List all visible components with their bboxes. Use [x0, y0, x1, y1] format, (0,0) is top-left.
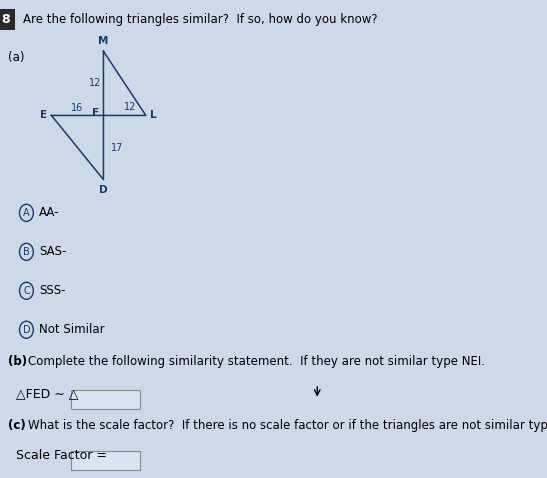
Text: AA-: AA-: [39, 206, 60, 219]
Text: M: M: [98, 35, 109, 45]
Text: SAS-: SAS-: [39, 245, 67, 258]
Text: 8: 8: [2, 13, 10, 26]
Text: Not Similar: Not Similar: [39, 323, 105, 336]
Text: A: A: [23, 208, 30, 218]
Text: D: D: [22, 325, 30, 335]
Text: B: B: [23, 247, 30, 257]
Text: What is the scale factor?  If there is no scale factor or if the triangles are n: What is the scale factor? If there is no…: [27, 419, 547, 432]
Text: Are the following triangles similar?  If so, how do you know?: Are the following triangles similar? If …: [22, 13, 377, 26]
Text: D: D: [99, 185, 108, 196]
Text: (c): (c): [8, 419, 26, 432]
Text: F: F: [92, 108, 99, 118]
Text: 12: 12: [89, 78, 101, 88]
Text: Scale Factor =: Scale Factor =: [16, 449, 107, 462]
Text: △FED ∼ △: △FED ∼ △: [16, 387, 78, 400]
Text: C: C: [23, 286, 30, 296]
Text: Complete the following similarity statement.  If they are not similar type NEI.: Complete the following similarity statem…: [27, 355, 485, 368]
FancyBboxPatch shape: [71, 451, 140, 470]
Text: E: E: [40, 110, 47, 120]
Text: L: L: [150, 110, 157, 120]
Text: 16: 16: [71, 103, 84, 113]
Text: 12: 12: [124, 102, 137, 112]
Text: (b): (b): [8, 355, 27, 368]
FancyBboxPatch shape: [71, 390, 140, 409]
Text: (a): (a): [8, 51, 25, 64]
Text: SSS-: SSS-: [39, 284, 66, 297]
Text: 17: 17: [111, 142, 124, 152]
